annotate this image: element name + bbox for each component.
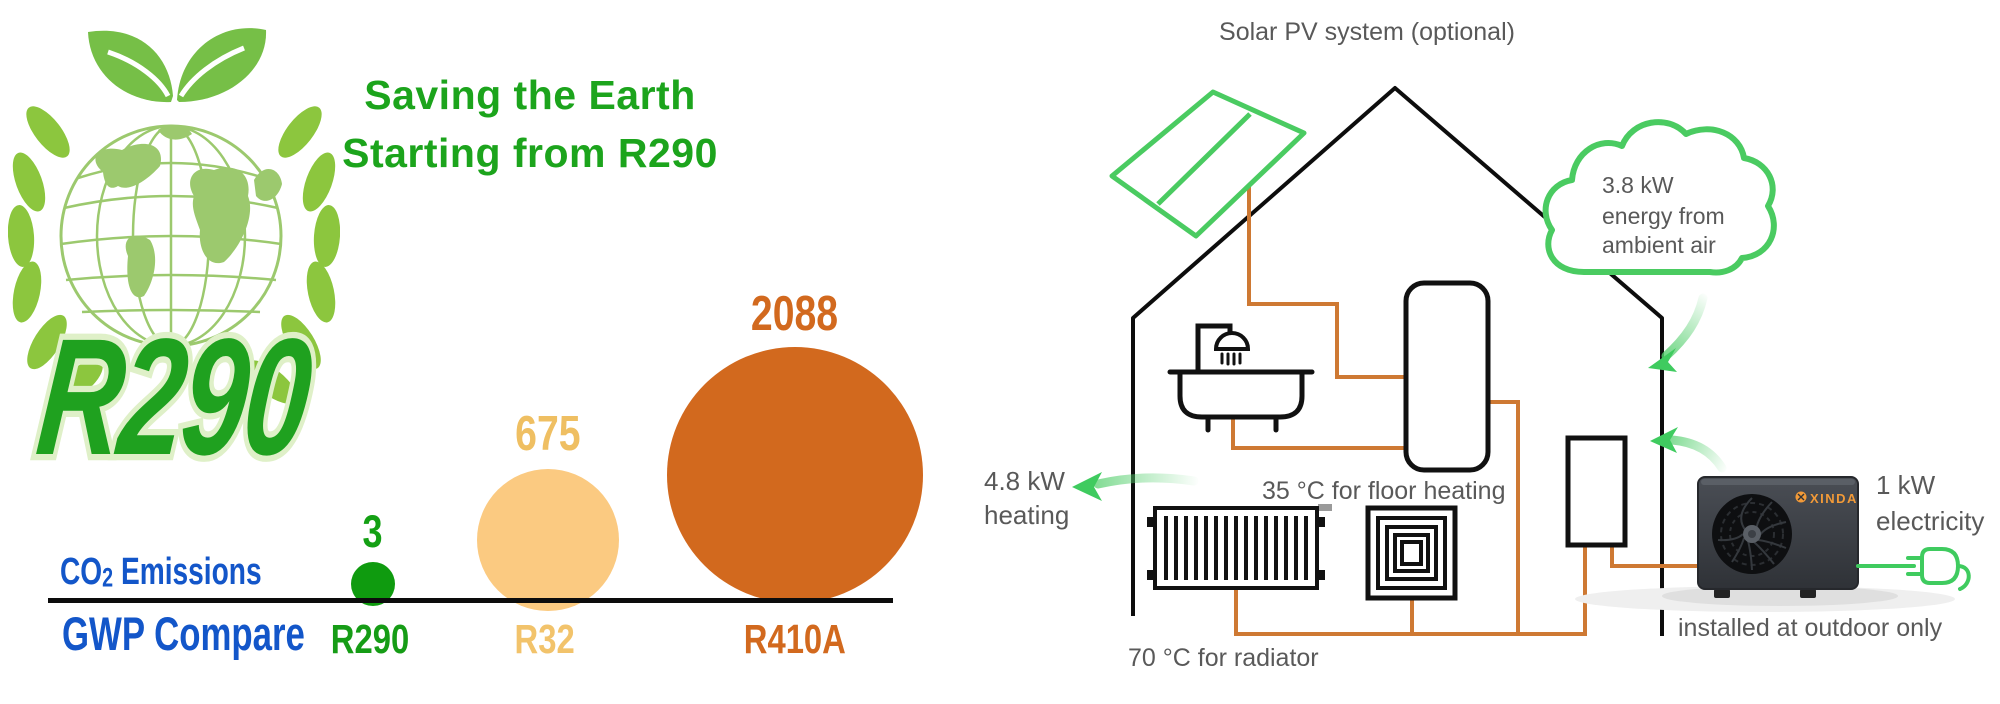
heat-pump-diagram: 3.8 kW energy from ambient air (984, 18, 1984, 672)
title-line1: Saving the Earth (364, 72, 696, 118)
co2-emissions-label: CO2 Emissions (60, 551, 262, 593)
laurel-left (8, 106, 103, 404)
category-r410a: R410A (743, 616, 847, 662)
pipe-module-to-pump (1610, 546, 1700, 568)
energy-arrows (1072, 293, 1727, 501)
title-line2: Starting from R290 (342, 130, 718, 177)
chart-baseline (48, 598, 893, 603)
pipes (1231, 186, 1700, 636)
pipe-tub-to-tank (1231, 419, 1406, 450)
floor-heating-icon (1365, 505, 1458, 601)
globe-icon (59, 124, 283, 348)
earth-wreath-logo: R290 (8, 28, 340, 466)
bathtub-shower-icon (1167, 323, 1315, 433)
logo-r290-text: R290 (30, 304, 318, 466)
leaf-icon (88, 28, 267, 103)
laurel-right (245, 106, 340, 404)
cloud-arrow-icon (1648, 348, 1677, 372)
electricity-label-line1: 1 kW (1876, 470, 1936, 500)
electricity-label-line2: electricity (1876, 506, 1984, 536)
heating-arrow-icon (1072, 472, 1102, 501)
ambient-air-cloud: 3.8 kW energy from ambient air (1542, 119, 1777, 276)
bubble-r410a (667, 347, 923, 603)
water-tank-icon (1403, 280, 1491, 473)
gwp-value-r410a: 2088 (751, 287, 839, 341)
bubble-r32 (477, 469, 619, 611)
category-r32: R32 (514, 616, 576, 662)
cloud-text-line2: energy from (1602, 203, 1725, 229)
power-plug-icon (1856, 547, 1971, 591)
gwp-compare-label: GWP Compare (62, 607, 305, 660)
heat-pump-unit: XINDA (1697, 476, 1859, 598)
category-r290: R290 (330, 616, 410, 662)
cloud-text-line1: 3.8 kW (1602, 172, 1674, 198)
outdoor-only-label: installed at outdoor only (1678, 614, 1943, 642)
solar-panel-icon (1109, 89, 1307, 239)
hydro-module-icon (1565, 435, 1628, 548)
radiator-icon (1147, 504, 1332, 590)
xinda-logo: XINDA (1795, 491, 1858, 506)
brand-text: XINDA (1810, 491, 1858, 506)
gwp-value-r32: 675 (515, 407, 581, 461)
fan-icon (1712, 494, 1792, 574)
pipe-tank-down (1488, 400, 1520, 634)
pipe-solar-to-tank (1247, 186, 1406, 379)
heating-label-line2: heating (984, 500, 1069, 530)
cloud-text-line3: ambient air (1602, 232, 1716, 258)
house-outline (1131, 86, 1664, 636)
heating-label-line1: 4.8 kW (984, 466, 1065, 496)
radiator-label: 70 °C for radiator (1128, 644, 1319, 672)
solar-pv-label: Solar PV system (optional) (1219, 18, 1515, 46)
floor-heating-label: 35 °C for floor heating (1262, 477, 1505, 505)
main-title: Saving the Earth Starting from R290 (328, 66, 732, 182)
pump-arrow-icon (1650, 427, 1678, 453)
gwp-value-r290: 3 (362, 506, 384, 557)
